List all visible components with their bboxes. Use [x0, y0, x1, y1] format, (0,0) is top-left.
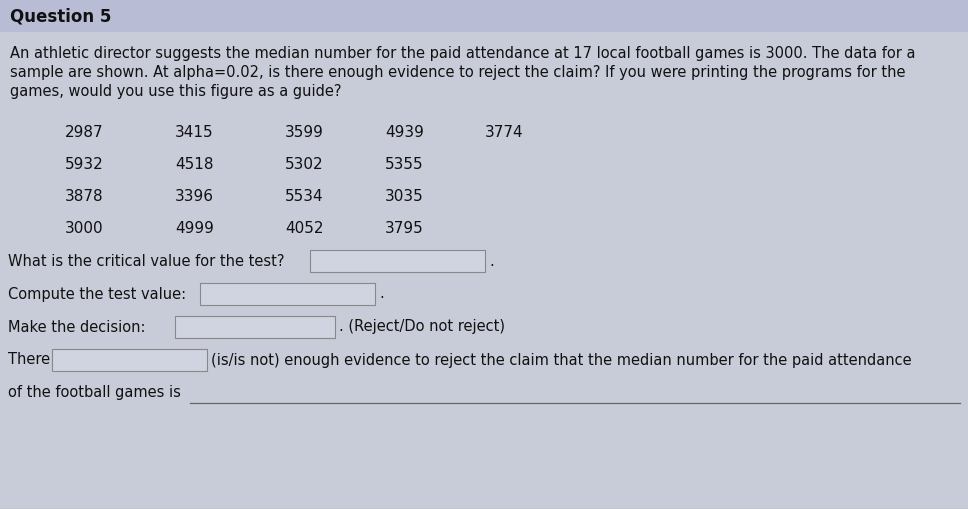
Text: 4052: 4052	[285, 221, 323, 236]
Text: 3000: 3000	[65, 221, 104, 236]
Text: 3878: 3878	[65, 189, 104, 204]
Text: Compute the test value:: Compute the test value:	[8, 287, 186, 301]
Text: 3035: 3035	[385, 189, 424, 204]
Text: 5932: 5932	[65, 157, 104, 172]
Text: games, would you use this figure as a guide?: games, would you use this figure as a gu…	[10, 84, 342, 99]
Text: 3795: 3795	[385, 221, 424, 236]
Text: . (Reject/Do not reject): . (Reject/Do not reject)	[339, 320, 505, 334]
Text: sample are shown. At alpha=0.02, is there enough evidence to reject the claim? I: sample are shown. At alpha=0.02, is ther…	[10, 65, 905, 80]
Text: .: .	[379, 287, 383, 301]
Bar	[200, 283, 375, 305]
Text: What is the critical value for the test?: What is the critical value for the test?	[8, 253, 285, 269]
Text: 3396: 3396	[175, 189, 214, 204]
Text: Make the decision:: Make the decision:	[8, 320, 145, 334]
Text: 3774: 3774	[485, 125, 524, 140]
Text: Question 5: Question 5	[10, 7, 111, 25]
Text: 2987: 2987	[65, 125, 104, 140]
Text: .: .	[489, 253, 494, 269]
Bar	[52, 349, 207, 371]
Text: 5534: 5534	[285, 189, 323, 204]
Text: 3599: 3599	[285, 125, 324, 140]
Text: 5302: 5302	[285, 157, 323, 172]
Text: 4518: 4518	[175, 157, 214, 172]
Text: 3415: 3415	[175, 125, 214, 140]
Text: 4939: 4939	[385, 125, 424, 140]
Text: (is/is not) enough evidence to reject the claim that the median number for the p: (is/is not) enough evidence to reject th…	[211, 353, 912, 367]
Text: 5355: 5355	[385, 157, 424, 172]
Bar	[310, 250, 485, 272]
Text: There: There	[8, 353, 50, 367]
Bar	[175, 316, 335, 338]
Text: An athletic director suggests the median number for the paid attendance at 17 lo: An athletic director suggests the median…	[10, 46, 916, 61]
Text: of the football games is: of the football games is	[8, 385, 181, 401]
Text: 4999: 4999	[175, 221, 214, 236]
Bar	[0, 0, 968, 32]
